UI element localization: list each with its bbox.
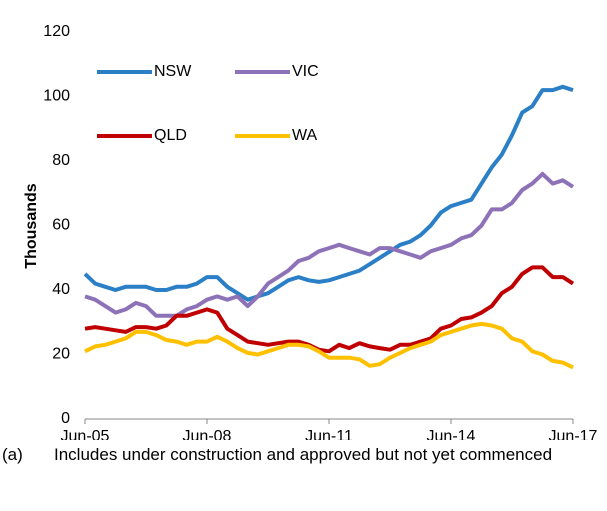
- legend-label: QLD: [154, 127, 187, 144]
- legend-label: NSW: [154, 63, 192, 80]
- footnote: (a) Includes under construction and appr…: [2, 444, 602, 466]
- y-tick-label: 20: [52, 346, 70, 363]
- y-tick-label: 60: [52, 217, 70, 234]
- line-series: [84, 171, 575, 318]
- chart: Thousands 0 20 40 60 80 100 120 Jun-05 Jun-08 Jun…: [23, 23, 598, 445]
- y-tick-label: 120: [43, 23, 70, 40]
- line-series: [84, 321, 574, 370]
- y-tick-label: 40: [52, 281, 70, 298]
- footnote-text: Includes under construction and approved…: [54, 445, 553, 464]
- line-series: [83, 84, 574, 302]
- y-tick-label: 100: [43, 88, 70, 105]
- footnote-marker: (a): [2, 445, 23, 464]
- y-tick-label: 0: [61, 410, 70, 427]
- line-series: [84, 265, 575, 354]
- legend-label: VIC: [292, 63, 319, 80]
- legend-label: WA: [292, 127, 318, 144]
- y-axis-label: Thousands: [23, 183, 40, 268]
- x-tick-label: Jun-17: [549, 428, 598, 440]
- x-tick-label: Jun-14: [427, 428, 476, 440]
- x-tick-label: Jun-08: [183, 428, 232, 440]
- x-tick-label: Jun-11: [305, 428, 353, 440]
- y-tick-label: 80: [52, 152, 70, 169]
- x-tick-label: Jun-05: [61, 428, 110, 440]
